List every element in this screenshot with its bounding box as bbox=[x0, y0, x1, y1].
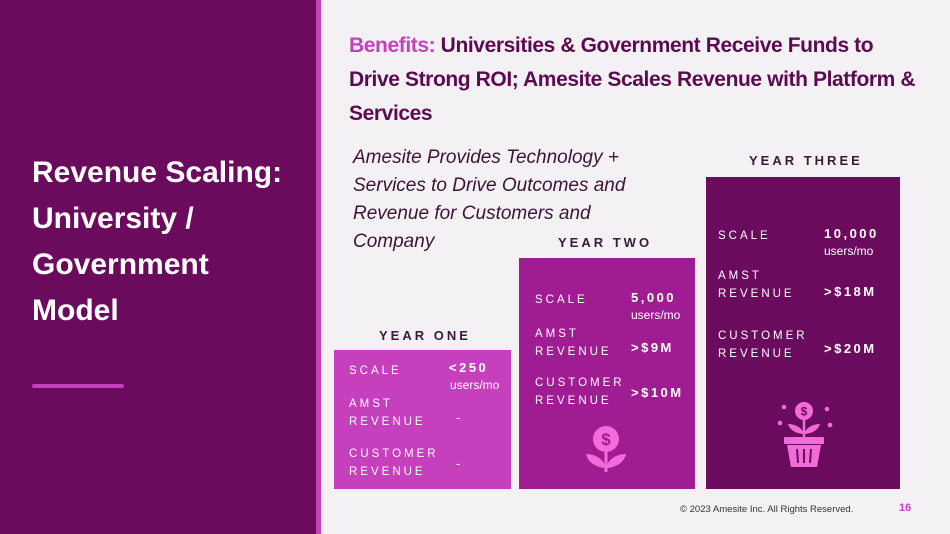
side-title: Revenue Scaling: University / Government… bbox=[32, 156, 283, 327]
year-two-customer-label: CUSTOMER REVENUE bbox=[535, 377, 625, 407]
year-one-scale-value: <250 bbox=[449, 360, 489, 375]
year-three-scale-value: 10,000 bbox=[824, 226, 879, 241]
year-three-scale-label: SCALE bbox=[718, 230, 771, 242]
headline-accent: Benefits: bbox=[349, 34, 436, 57]
year-two-label: YEAR TWO bbox=[558, 235, 653, 250]
year-two-scale-label: SCALE bbox=[535, 294, 588, 306]
divider-strip bbox=[316, 0, 321, 534]
left-panel bbox=[0, 0, 316, 534]
year-one-customer-label: CUSTOMER REVENUE bbox=[349, 448, 439, 478]
year-two-scale-value: 5,000 bbox=[631, 290, 677, 305]
year-one-amst-label: AMST REVENUE bbox=[349, 398, 426, 428]
headline: Benefits: Universities & Government Rece… bbox=[349, 29, 919, 131]
year-one-card: SCALE <250 users/mo AMST REVENUE - CUSTO… bbox=[334, 350, 511, 489]
headline-text: Universities & Government Receive Funds … bbox=[349, 34, 916, 125]
subtitle: Amesite Provides Technology + Services t… bbox=[353, 147, 626, 252]
year-three-customer-value: >$20M bbox=[824, 341, 877, 356]
year-three-card: SCALE 10,000 users/mo AMST REVENUE >$18M… bbox=[706, 177, 900, 489]
year-one-customer-value: - bbox=[456, 456, 461, 471]
year-two-customer-value: >$10M bbox=[631, 385, 684, 400]
year-two-amst-value: >$9M bbox=[631, 340, 674, 355]
year-one-scale-unit: users/mo bbox=[450, 378, 500, 392]
year-two-scale-unit: users/mo bbox=[631, 308, 681, 322]
page-number: 16 bbox=[899, 502, 912, 514]
year-three-amst-label: AMST REVENUE bbox=[718, 270, 795, 300]
footer-copyright: © 2023 Amesite Inc. All Rights Reserved. bbox=[680, 504, 854, 515]
svg-text:$: $ bbox=[601, 430, 611, 449]
year-three-scale-unit: users/mo bbox=[824, 244, 874, 258]
side-title-underline bbox=[32, 384, 124, 388]
svg-text:$: $ bbox=[801, 405, 808, 419]
year-two-card: SCALE 5,000 users/mo AMST REVENUE >$9M C… bbox=[519, 258, 695, 489]
year-three-amst-value: >$18M bbox=[824, 284, 877, 299]
year-one-label: YEAR ONE bbox=[379, 328, 471, 343]
year-two-amst-label: AMST REVENUE bbox=[535, 328, 612, 358]
year-one-scale-label: SCALE bbox=[349, 365, 402, 377]
year-one-amst-value: - bbox=[456, 410, 461, 425]
potted-money-plant-icon: $ bbox=[777, 402, 833, 467]
year-three-label: YEAR THREE bbox=[749, 153, 863, 168]
money-plant-icon: $ bbox=[586, 426, 626, 472]
year-three-customer-label: CUSTOMER REVENUE bbox=[718, 330, 808, 360]
